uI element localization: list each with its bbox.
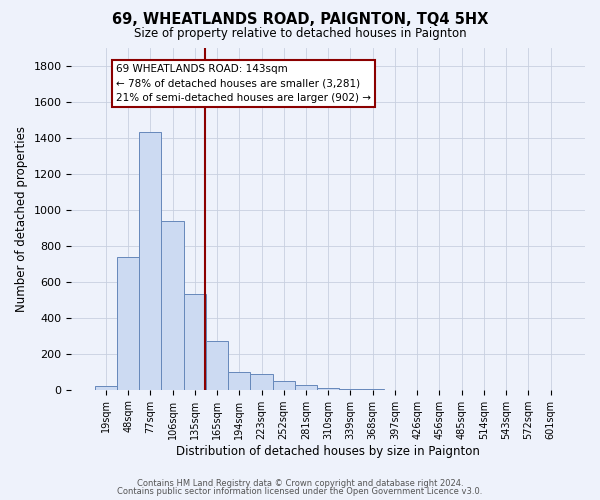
Text: 69 WHEATLANDS ROAD: 143sqm
← 78% of detached houses are smaller (3,281)
21% of s: 69 WHEATLANDS ROAD: 143sqm ← 78% of deta… (116, 64, 371, 104)
Bar (295, 385, 317, 390)
Bar (117, 258, 139, 390)
Bar (272, 380, 295, 390)
Text: Contains public sector information licensed under the Open Government Licence v3: Contains public sector information licen… (118, 487, 482, 496)
Bar (95, 386, 117, 390)
Bar (161, 222, 184, 390)
Bar (206, 341, 228, 390)
Text: Size of property relative to detached houses in Paignton: Size of property relative to detached ho… (134, 28, 466, 40)
Text: Contains HM Land Registry data © Crown copyright and database right 2024.: Contains HM Land Registry data © Crown c… (137, 478, 463, 488)
Bar (184, 294, 206, 390)
X-axis label: Distribution of detached houses by size in Paignton: Distribution of detached houses by size … (176, 444, 480, 458)
Bar (139, 132, 161, 390)
Bar (317, 388, 340, 390)
Bar (228, 372, 250, 390)
Y-axis label: Number of detached properties: Number of detached properties (15, 126, 28, 312)
Bar (250, 374, 272, 390)
Bar (340, 389, 362, 390)
Text: 69, WHEATLANDS ROAD, PAIGNTON, TQ4 5HX: 69, WHEATLANDS ROAD, PAIGNTON, TQ4 5HX (112, 12, 488, 28)
